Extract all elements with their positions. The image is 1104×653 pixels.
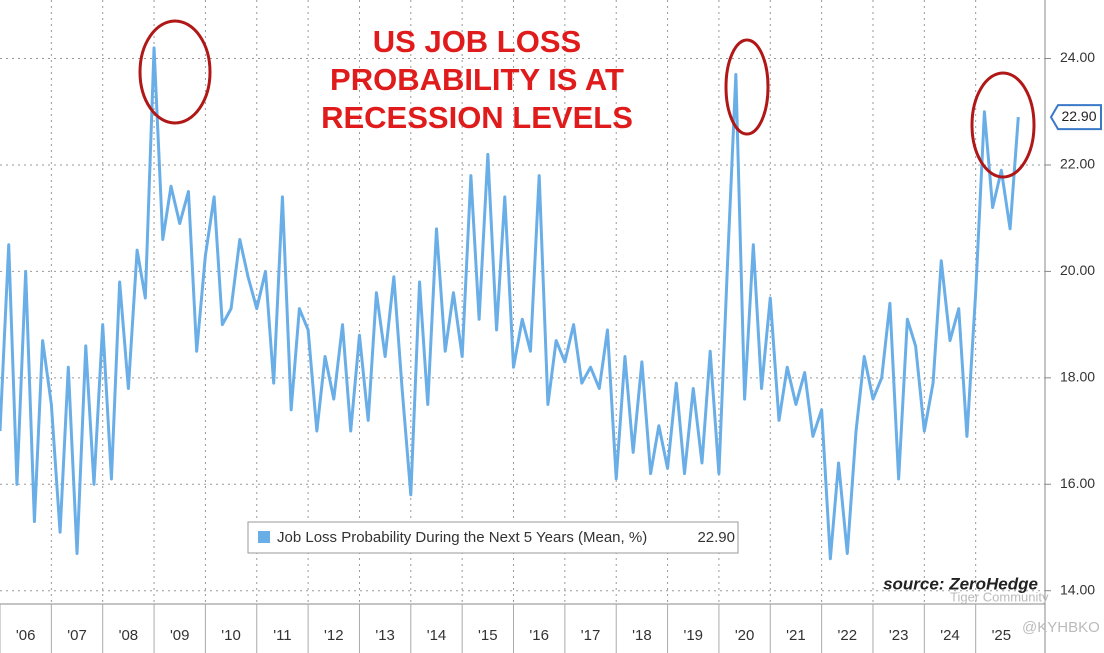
x-tick-label: '21: [786, 627, 806, 644]
last-value-tag: [1049, 104, 1102, 131]
title-line: RECESSION LEVELS: [321, 100, 633, 135]
x-tick-label: '19: [683, 627, 703, 644]
x-tick-label: '17: [581, 627, 601, 644]
x-tick-label: '08: [119, 627, 139, 644]
y-tick-label: 24.00: [1060, 49, 1095, 65]
title-line: US JOB LOSS: [373, 24, 581, 59]
x-tick-label: '13: [375, 627, 395, 644]
x-tick-label: '24: [940, 627, 960, 644]
x-tick-label: '10: [221, 627, 241, 644]
x-tick-label: '22: [838, 627, 858, 644]
x-tick-label: '07: [67, 627, 87, 644]
x-tick-label: '23: [889, 627, 909, 644]
x-tick-label: '18: [632, 627, 652, 644]
y-tick-label: 22.00: [1060, 156, 1095, 172]
x-tick-label: '20: [735, 627, 755, 644]
x-tick-label: '14: [427, 627, 447, 644]
x-tick-label: '16: [529, 627, 549, 644]
last-value-label: 22.90: [1061, 108, 1096, 124]
legend-label: Job Loss Probability During the Next 5 Y…: [277, 529, 647, 546]
x-tick-label: '06: [16, 627, 36, 644]
y-tick-label: 18.00: [1060, 369, 1095, 385]
x-tick-label: '11: [273, 627, 291, 644]
highlight-circle: [138, 19, 212, 125]
source: source: ZeroHedge: [883, 574, 1038, 593]
highlight-circle: [724, 38, 770, 136]
highlight-circle: [970, 71, 1036, 179]
legend-value: 22.90: [697, 529, 735, 546]
title-line: PROBABILITY IS AT: [330, 62, 624, 97]
marks: [0, 46, 1020, 561]
x-tick-label: '15: [478, 627, 498, 644]
legend-swatch: [258, 531, 270, 543]
y-tick-label: 20.00: [1060, 262, 1095, 278]
watermark: @KYHBKO: [1022, 619, 1100, 636]
x-tick-label: '12: [324, 627, 344, 644]
y-tick-label: 16.00: [1060, 475, 1095, 491]
data-line: [0, 46, 1020, 561]
legend: [247, 521, 739, 554]
x-tick-label: '25: [992, 627, 1012, 644]
watermark: Tiger Community: [950, 589, 1049, 604]
y-tick-label: 14.00: [1060, 581, 1095, 597]
x-tick-label: '09: [170, 627, 190, 644]
